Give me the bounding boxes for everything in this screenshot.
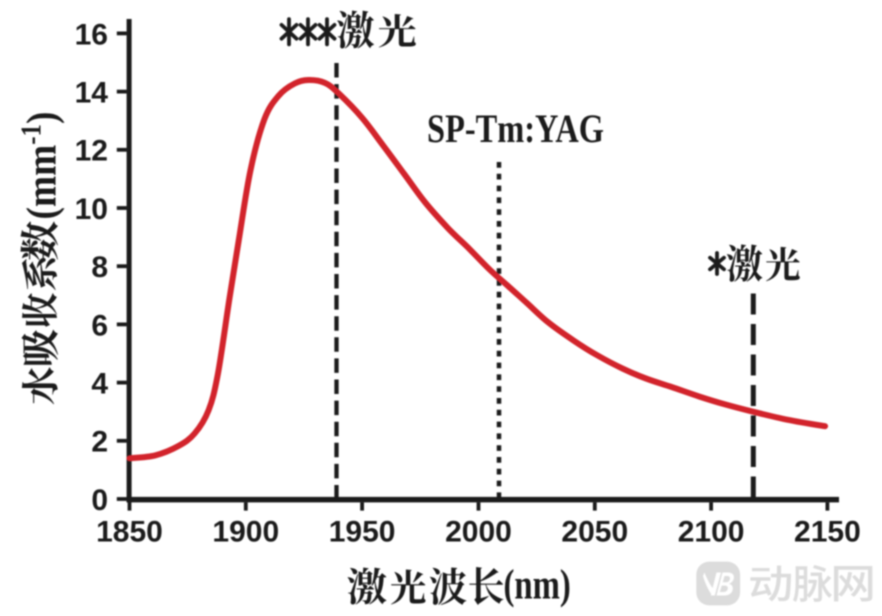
svg-text:1950: 1950 [329,516,396,549]
svg-text:1900: 1900 [212,516,279,549]
svg-text:14: 14 [75,77,109,110]
svg-text:1850: 1850 [96,516,163,549]
svg-text:8: 8 [91,251,108,284]
svg-text:(mm-1): (mm-1) [15,112,65,220]
svg-text:2000: 2000 [445,516,512,549]
svg-text:2100: 2100 [678,516,745,549]
svg-text:2150: 2150 [794,516,861,549]
svg-text:2050: 2050 [561,516,628,549]
svg-text:16: 16 [75,18,108,51]
svg-text:SP-Tm:YAG: SP-Tm:YAG [427,107,604,151]
svg-text:2: 2 [91,426,108,459]
svg-text:10: 10 [75,193,108,226]
svg-text:6: 6 [91,309,108,342]
svg-text:(nm): (nm) [504,562,571,609]
svg-text:0: 0 [91,484,108,517]
svg-text:4: 4 [91,368,108,401]
svg-text:12: 12 [75,135,108,168]
